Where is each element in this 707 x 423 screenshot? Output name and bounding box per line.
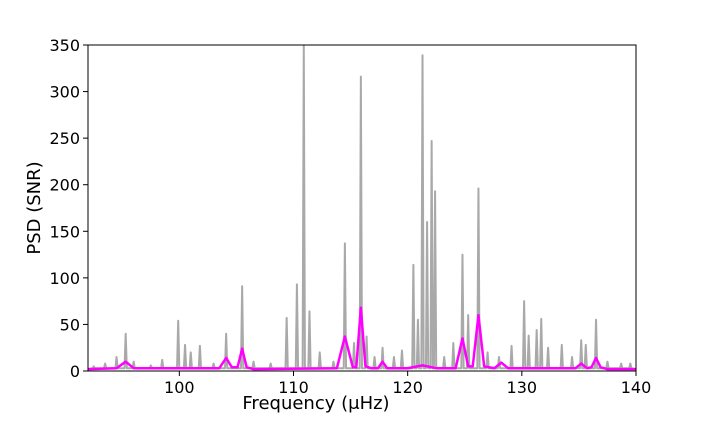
plot-area [88,45,636,371]
y-tick-label: 100 [49,269,80,288]
x-tick-label: 140 [621,378,652,397]
y-tick-label: 350 [49,36,80,55]
axes-frame [87,44,637,372]
y-tick-label: 250 [49,129,80,148]
y-tick-label: 0 [70,362,80,381]
series-line [88,45,636,371]
x-tick-label: 130 [507,378,538,397]
y-tick-label: 50 [60,315,80,334]
x-tick-label: 100 [164,378,195,397]
y-tick-label: 200 [49,176,80,195]
x-tick-label: 110 [278,378,309,397]
series-line [88,306,636,371]
y-axis-label: PSD (SNR) [24,161,45,254]
x-axis-label: Frequency (μHz) [242,393,389,414]
y-tick-label: 150 [49,222,80,241]
x-tick-label: 120 [392,378,423,397]
y-tick-label: 300 [49,83,80,102]
